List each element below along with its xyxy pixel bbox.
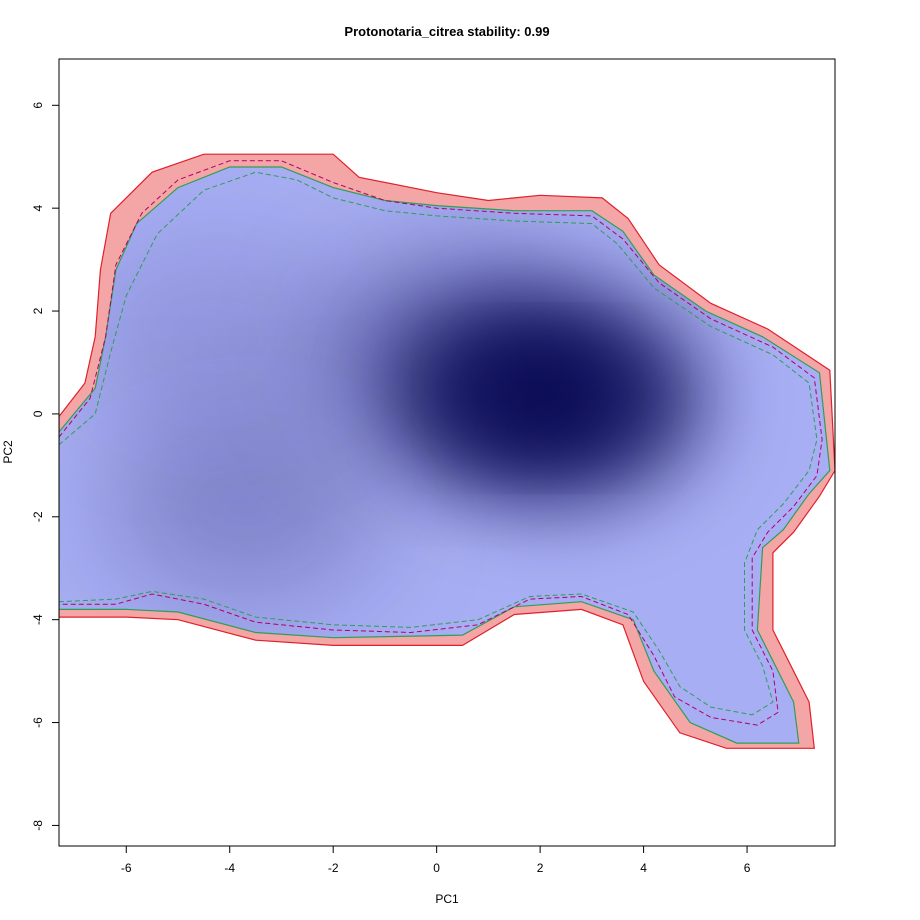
x-axis: -6 -4 -2 0 2 4 6: [121, 846, 751, 875]
y-tick-label: 2: [31, 307, 45, 314]
x-tick-label: 6: [744, 861, 751, 875]
density-peak: [105, 411, 386, 602]
outer-boundary-line: [59, 153, 835, 749]
contour-line: [59, 171, 818, 716]
x-tick-label: -6: [121, 861, 132, 875]
x-axis-title: PC1: [435, 892, 459, 906]
x-tick-label: -2: [328, 861, 339, 875]
y-tick-label: -8: [31, 820, 45, 831]
y-axis-title: PC2: [1, 440, 15, 464]
y-tick-label: 6: [31, 102, 45, 109]
contour-lines: [59, 160, 823, 726]
y-axis: -8 -6 -4 -2 0 2 4 6: [31, 102, 59, 831]
density-peak-core: [480, 350, 621, 447]
x-tick-label: 4: [640, 861, 647, 875]
density-peak: [79, 241, 360, 432]
x-tick-label: -4: [224, 861, 235, 875]
inner-boundary-line: [59, 166, 831, 744]
x-tick-label: 0: [433, 861, 440, 875]
y-tick-label: 0: [31, 410, 45, 417]
plot-frame: [58, 58, 836, 847]
y-tick-label: -4: [31, 614, 45, 625]
chart-title: Protonotaria_citrea stability: 0.99: [344, 24, 549, 39]
x-tick-label: 2: [537, 861, 544, 875]
y-tick-label: -2: [31, 511, 45, 522]
y-tick-label: -6: [31, 717, 45, 728]
y-tick-label: 4: [31, 205, 45, 212]
